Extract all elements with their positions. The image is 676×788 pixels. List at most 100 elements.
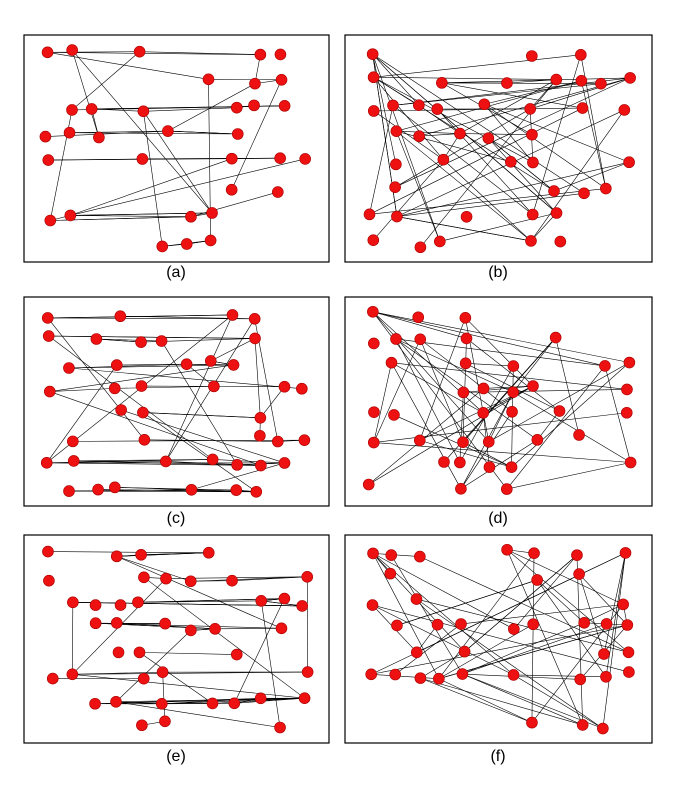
node [501, 543, 513, 556]
node [137, 105, 150, 118]
edge [47, 52, 261, 55]
node [202, 73, 215, 86]
node [436, 77, 448, 89]
node [135, 380, 148, 392]
node [507, 669, 520, 681]
edge [578, 573, 628, 626]
edge [603, 552, 626, 655]
edge [420, 339, 484, 389]
edge [68, 367, 302, 390]
edge [464, 554, 578, 652]
node [578, 617, 591, 629]
edge [69, 489, 192, 492]
edges [371, 549, 629, 729]
edge [232, 576, 308, 582]
edge [142, 412, 261, 419]
edge [438, 624, 628, 680]
edge [484, 104, 534, 163]
edge [231, 79, 282, 190]
edge [371, 624, 628, 675]
node [410, 646, 423, 659]
node [250, 485, 263, 498]
node [575, 49, 587, 61]
graph [42, 545, 314, 734]
panel-caption: (a) [166, 264, 186, 281]
edge [215, 628, 282, 630]
edge [48, 158, 143, 161]
node [40, 456, 53, 469]
node [412, 311, 425, 324]
edge [395, 338, 514, 393]
edge [70, 158, 306, 216]
node [43, 574, 55, 587]
edge [530, 109, 625, 242]
graph [363, 48, 636, 254]
edge [48, 335, 213, 460]
node [413, 130, 425, 143]
node [110, 696, 122, 708]
node [531, 574, 543, 586]
node [367, 547, 379, 560]
nodes [39, 44, 311, 253]
edge [369, 107, 583, 215]
edge [190, 191, 278, 218]
edges [368, 311, 631, 490]
edge [553, 161, 630, 192]
node [390, 125, 403, 137]
node [159, 715, 171, 728]
node [576, 719, 589, 731]
edge [420, 651, 465, 679]
edge [420, 677, 583, 726]
node [505, 461, 518, 473]
edge [68, 364, 234, 369]
edge [462, 673, 583, 726]
edge [462, 622, 585, 675]
node [527, 156, 539, 169]
edge [47, 52, 209, 80]
node [156, 240, 169, 253]
edge [513, 674, 607, 678]
node [507, 360, 520, 372]
edge [47, 317, 145, 440]
node [457, 436, 469, 448]
node [573, 568, 585, 580]
node [89, 599, 102, 611]
node [231, 459, 243, 471]
node [299, 153, 311, 165]
panel-caption: (c) [167, 510, 186, 527]
node [41, 46, 54, 59]
panel-frame [344, 534, 653, 744]
edge [416, 598, 629, 653]
edge [372, 553, 514, 630]
panel-frame [23, 534, 330, 744]
node [619, 547, 632, 559]
edge [71, 49, 100, 138]
edge [460, 439, 538, 490]
edge [459, 133, 532, 135]
edge [460, 604, 624, 625]
node [477, 382, 490, 395]
edge [419, 556, 629, 653]
edge [49, 391, 261, 466]
edge [49, 388, 115, 392]
node [367, 436, 380, 449]
edge [372, 604, 629, 673]
edge [394, 77, 631, 188]
node [623, 356, 636, 369]
node [575, 74, 588, 87]
node [507, 386, 519, 398]
node [248, 313, 261, 325]
node [597, 722, 609, 735]
node [227, 359, 240, 371]
node [110, 550, 123, 563]
node [526, 716, 538, 729]
edge [91, 108, 144, 112]
node [459, 312, 472, 324]
edge [143, 111, 213, 214]
edge [536, 579, 585, 624]
node [365, 668, 377, 681]
edge [396, 161, 630, 217]
node [623, 666, 635, 678]
edge [71, 49, 213, 214]
edge [69, 130, 168, 133]
